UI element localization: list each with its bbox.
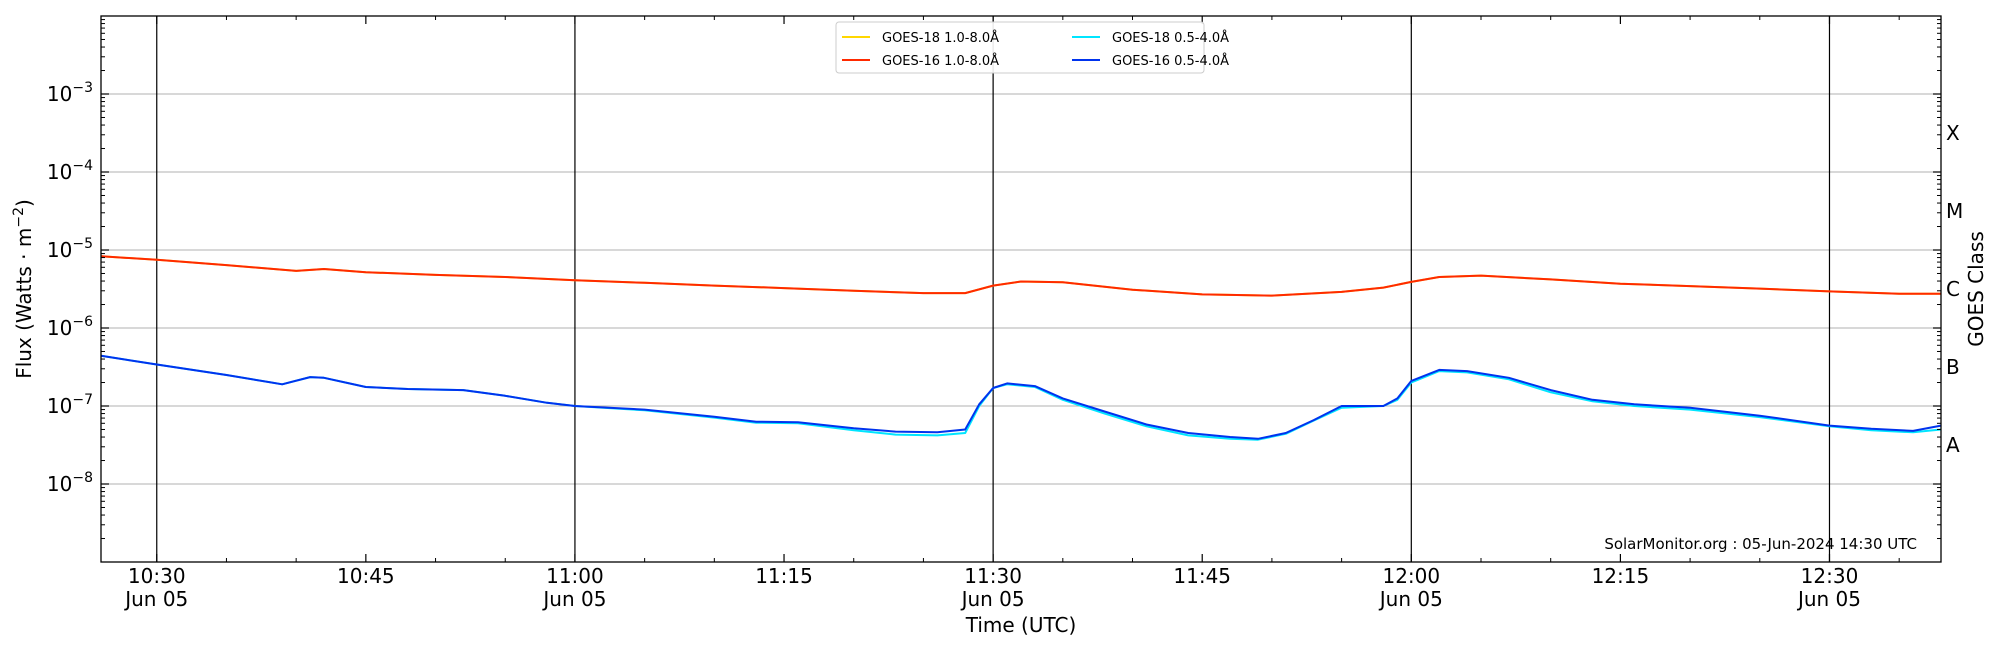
x-tick-date-label: Jun 05 xyxy=(1796,587,1861,611)
goes-class-label: X xyxy=(1946,121,1960,145)
y-tick-label-base: 10 xyxy=(47,238,72,262)
goes-class-label: B xyxy=(1946,355,1960,379)
grid-layer xyxy=(101,16,1941,562)
y-tick-label-exponent: −6 xyxy=(72,314,93,330)
y-tick-label-exponent: −8 xyxy=(72,470,93,486)
y-tick-label-exponent: −5 xyxy=(72,236,93,252)
x-tick-label: 10:45 xyxy=(337,564,395,588)
x-tick-label: 11:00 xyxy=(546,564,604,588)
goes-class-label: A xyxy=(1946,433,1960,457)
legend-label: GOES-16 1.0-8.0Å xyxy=(882,53,999,69)
y-tick-label: 10−6 xyxy=(47,314,93,340)
legend: GOES-18 1.0-8.0Å GOES-16 1.0-8.0Å GOES-18 … xyxy=(835,21,1229,74)
y-tick-label-base: 10 xyxy=(47,160,72,184)
x-tick-date-label: Jun 05 xyxy=(1378,587,1443,611)
y-axis-label: Flux (Watts · m−2) xyxy=(11,199,36,379)
y-tick-label: 10−5 xyxy=(47,236,93,262)
x-tick-label: 10:30 xyxy=(128,564,186,588)
y-tick-label: 10−4 xyxy=(47,158,93,184)
y-axis-label-close: ) xyxy=(12,199,36,207)
y-tick-label: 10−7 xyxy=(47,392,93,418)
plot-frame xyxy=(100,15,1942,563)
legend-items: GOES-18 1.0-8.0Å GOES-16 1.0-8.0Å GOES-18 … xyxy=(842,30,1229,69)
y-tick-label-base: 10 xyxy=(47,394,72,418)
goes-class-label: M xyxy=(1946,199,1963,223)
x-tick-label: 11:45 xyxy=(1173,564,1231,588)
y-tick-label: 10−3 xyxy=(47,80,93,106)
x-tick-date-label: Jun 05 xyxy=(541,587,606,611)
x-axis-label: Time (UTC) xyxy=(965,613,1077,637)
legend-box xyxy=(835,21,1205,74)
y-axis-label-main: Flux (Watts · m xyxy=(12,228,36,379)
x-tick-date-label: Jun 05 xyxy=(123,587,188,611)
right-axis-label: GOES Class xyxy=(1964,231,1988,347)
legend-label: GOES-18 1.0-8.0Å xyxy=(882,30,999,46)
series-line-1 xyxy=(100,255,1941,297)
y-tick-label: 10−8 xyxy=(47,470,93,496)
y-tick-label-exponent: −3 xyxy=(72,80,93,96)
x-tick-label: 12:15 xyxy=(1592,564,1650,588)
y-tick-label-base: 10 xyxy=(47,472,72,496)
x-tick-label: 11:30 xyxy=(964,564,1022,588)
credit-text: SolarMonitor.org : 05-Jun-2024 14:30 UTC xyxy=(1604,535,1917,553)
series-line-4 xyxy=(100,354,1942,440)
series-layer xyxy=(100,255,1942,441)
y-axis-label-superscript: −2 xyxy=(11,207,27,228)
y-tick-label-base: 10 xyxy=(47,316,72,340)
goes-class-label: C xyxy=(1946,277,1960,301)
y-tick-label-exponent: −4 xyxy=(72,158,93,174)
legend-label: GOES-18 0.5-4.0Å xyxy=(1112,30,1229,46)
x-tick-label: 12:00 xyxy=(1382,564,1440,588)
x-tick-label: 11:15 xyxy=(755,564,813,588)
x-tick-date-label: Jun 05 xyxy=(960,587,1025,611)
y-tick-label-base: 10 xyxy=(47,82,72,106)
y-tick-label-exponent: −7 xyxy=(72,392,93,408)
legend-label: GOES-16 0.5-4.0Å xyxy=(1112,53,1229,69)
x-tick-label: 12:30 xyxy=(1801,564,1859,588)
series-line-3 xyxy=(100,354,1942,441)
series-line-2 xyxy=(100,255,1941,297)
